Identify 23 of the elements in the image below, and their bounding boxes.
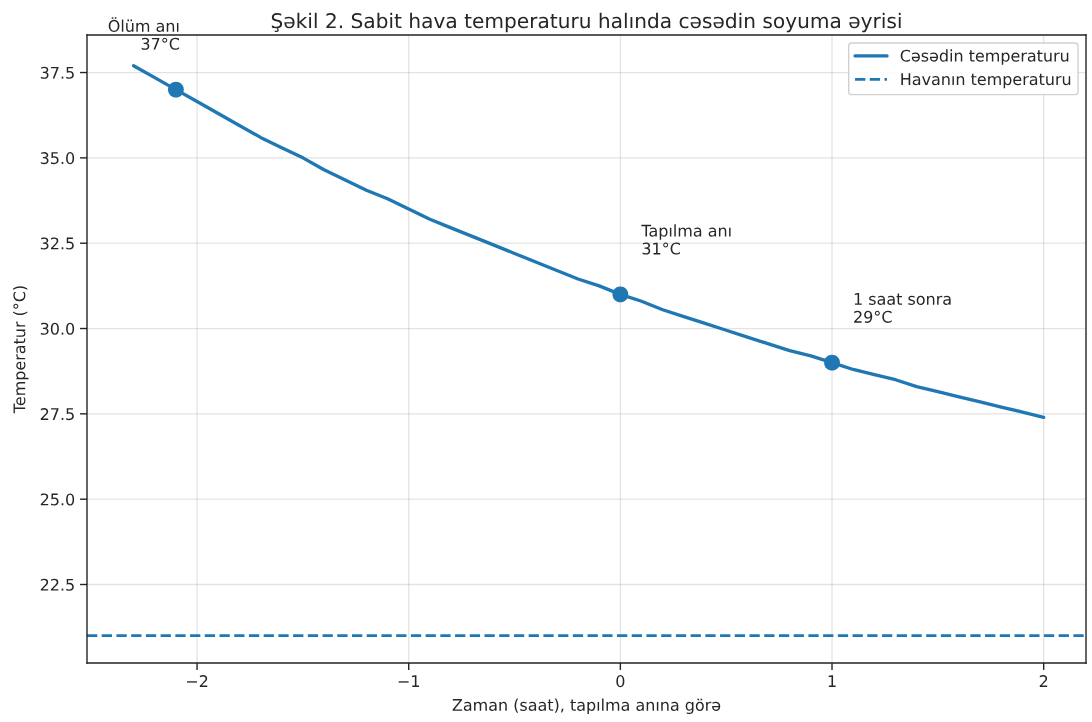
x-tick-label: 2	[1039, 675, 1048, 687]
legend-label: Havanın temperaturu	[901, 73, 1071, 89]
y-tick-label: 35.0	[40, 152, 75, 165]
y-tick-label: 27.5	[40, 408, 74, 421]
annotation: 1 saat sonra 29°C	[854, 293, 951, 323]
x-tick-label: 0	[616, 675, 625, 688]
y-axis-title: Temperatur (°C)	[13, 286, 29, 414]
y-tick-label: 32.5	[40, 237, 74, 250]
x-tick-label: −1	[398, 675, 420, 687]
annotation: Tapılma anı 31°C	[641, 224, 731, 255]
point	[167, 81, 184, 98]
x-axis-title: Zaman (saat), tapılma anına görə	[452, 698, 721, 715]
legend-label: Cəsədin temperaturu	[900, 49, 1069, 65]
point	[612, 286, 629, 303]
annotation: Ölüm anı 37°C	[108, 17, 180, 50]
point	[824, 354, 840, 371]
chart-title: Şəkil 2. Sabit hava temperaturu halında cəsədin soyuma əyrisi	[271, 12, 901, 33]
y-tick-label: 25.0	[40, 493, 75, 506]
y-tick-label: 30.0	[40, 322, 75, 335]
y-tick-label: 22.5	[40, 578, 74, 591]
x-tick-label: −2	[186, 675, 208, 687]
x-tick-label: 1	[828, 675, 836, 687]
y-tick-label: 37.5	[40, 66, 74, 79]
